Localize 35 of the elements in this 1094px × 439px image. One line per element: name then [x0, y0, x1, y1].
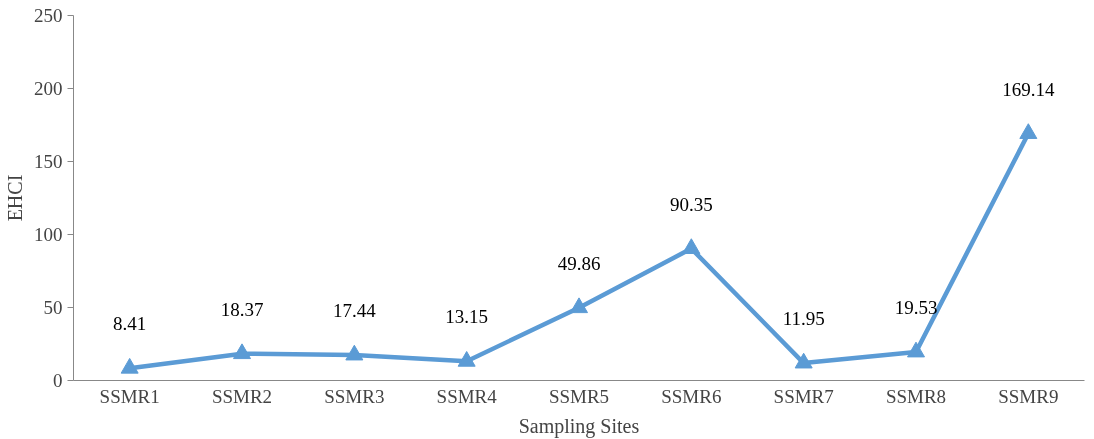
y-tick-label: 200	[34, 78, 63, 99]
data-label: 17.44	[332, 300, 377, 322]
x-tick-label: SSMR3	[324, 385, 385, 407]
x-axis-title: Sampling Sites	[518, 414, 640, 438]
data-label: 18.37	[220, 298, 264, 320]
y-tick-label: 50	[43, 297, 63, 318]
x-tick-label: SSMR4	[436, 385, 498, 407]
x-tick-label: SSMR6	[661, 385, 722, 407]
point	[794, 352, 813, 369]
data-label: 169.14	[1002, 78, 1055, 100]
y-tick-label: 150	[34, 151, 63, 172]
data-label: 19.53	[894, 296, 938, 318]
point	[120, 357, 139, 374]
y-tick-label: 250	[34, 5, 63, 26]
data-label: 49.86	[557, 252, 601, 274]
data-label: 8.41	[113, 313, 147, 335]
x-tick-label: SSMR5	[548, 385, 610, 407]
y-axis-title: EHCI	[4, 174, 26, 222]
data-label: 13.15	[445, 306, 489, 328]
point	[233, 343, 251, 360]
point	[457, 350, 476, 367]
point	[1019, 123, 1038, 139]
y-tick-label: 100	[34, 224, 63, 245]
x-tick-label: SSMR7	[773, 385, 834, 407]
x-tick-label: SSMR8	[885, 385, 947, 407]
y-tick-label: 0	[53, 370, 63, 391]
data-label: 90.35	[669, 193, 713, 215]
point	[570, 297, 588, 314]
data-label: 11.95	[782, 308, 825, 330]
point	[345, 344, 364, 361]
point	[682, 238, 701, 254]
x-tick-label: SSMR1	[99, 385, 160, 407]
x-tick-label: SSMR9	[998, 385, 1059, 407]
point	[907, 341, 925, 358]
x-tick-label: SSMR2	[211, 385, 273, 407]
